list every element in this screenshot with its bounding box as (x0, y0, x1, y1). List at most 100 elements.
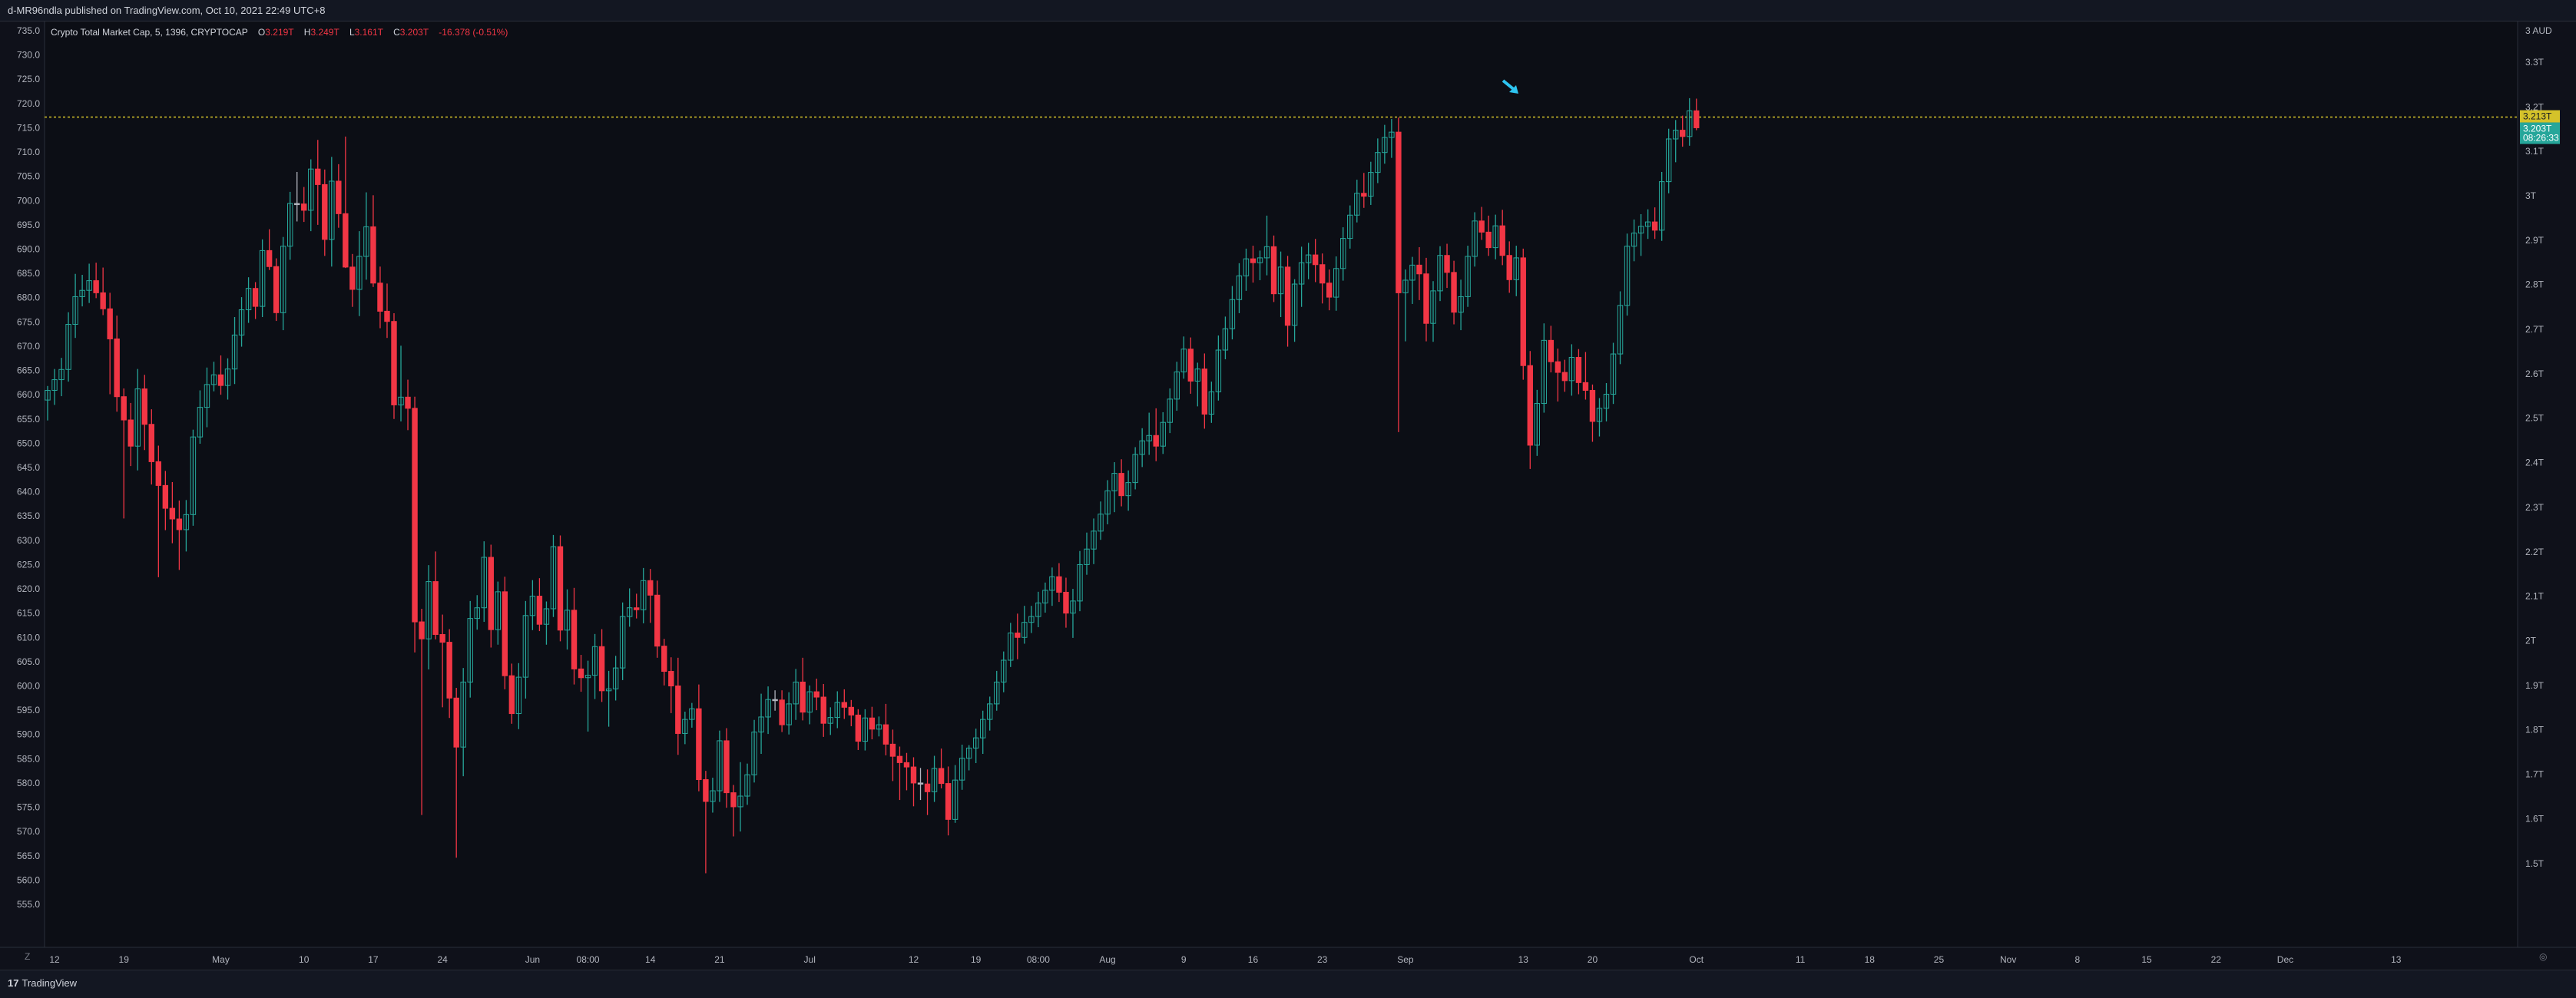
candle-body[interactable] (169, 507, 176, 520)
candle-body[interactable] (349, 266, 356, 290)
candle-body[interactable] (86, 280, 92, 291)
candle-body[interactable] (1021, 622, 1028, 638)
candle-body[interactable] (1603, 394, 1610, 409)
candle-body[interactable] (744, 774, 750, 797)
candle-body[interactable] (1575, 356, 1582, 383)
candle-body[interactable] (661, 646, 667, 672)
candle-body[interactable] (917, 782, 924, 785)
candle-body[interactable] (578, 668, 584, 679)
candle-body[interactable] (820, 696, 826, 724)
candle-body[interactable] (737, 795, 743, 808)
candle-body[interactable] (1624, 246, 1631, 306)
candle-body[interactable] (425, 581, 432, 639)
candle-body[interactable] (1631, 233, 1637, 247)
candle-body[interactable] (1680, 130, 1686, 137)
candle-body[interactable] (1063, 591, 1069, 614)
candle-body[interactable] (1673, 130, 1679, 140)
candle-body[interactable] (412, 408, 418, 623)
candle-body[interactable] (1492, 225, 1498, 249)
candle-body[interactable] (710, 790, 716, 802)
candle-body[interactable] (924, 783, 931, 792)
candle-body[interactable] (634, 607, 640, 610)
candle-body[interactable] (550, 546, 557, 610)
candle-body[interactable] (405, 396, 411, 409)
candle-body[interactable] (1236, 275, 1243, 300)
candle-body[interactable] (1008, 633, 1014, 661)
candle-body[interactable] (723, 740, 730, 794)
candle-body[interactable] (994, 681, 1000, 705)
candle-body[interactable] (1319, 264, 1326, 284)
candle-body[interactable] (1049, 576, 1055, 591)
candle-body[interactable] (488, 557, 494, 630)
candle-body[interactable] (65, 323, 71, 370)
candle-body[interactable] (765, 699, 771, 718)
candle-body[interactable] (1409, 264, 1415, 281)
candle-body[interactable] (1070, 600, 1076, 614)
candle-body[interactable] (612, 667, 619, 689)
candle-body[interactable] (987, 703, 993, 720)
candle-body[interactable] (1305, 254, 1312, 263)
candle-body[interactable] (564, 610, 571, 631)
candle-body[interactable] (1277, 266, 1284, 295)
candle-body[interactable] (419, 621, 425, 639)
candle-body[interactable] (273, 266, 280, 313)
candle-body[interactable] (1194, 368, 1201, 382)
candle-body[interactable] (1444, 255, 1450, 273)
candle-body[interactable] (1091, 530, 1097, 550)
candle-body[interactable] (1118, 473, 1124, 497)
candle-body[interactable] (1160, 421, 1166, 447)
candle-body[interactable] (938, 768, 945, 785)
candle-body[interactable] (93, 280, 99, 293)
candle-body[interactable] (1506, 255, 1512, 280)
candle-body[interactable] (772, 699, 778, 702)
candle-body[interactable] (1423, 273, 1429, 324)
candle-body[interactable] (1340, 238, 1346, 269)
candlestick-chart[interactable]: 735.0 730.0 725.0 720.0 715.0 710.0 705.0 700.0… (0, 21, 2576, 969)
candle-body[interactable] (730, 792, 737, 808)
candle-body[interactable] (1534, 403, 1540, 446)
candle-body[interactable] (1111, 473, 1117, 491)
candle-body[interactable] (1513, 257, 1519, 280)
candle-body[interactable] (1347, 214, 1353, 240)
candle-body[interactable] (668, 671, 674, 686)
candle-body[interactable] (1291, 283, 1298, 326)
candle-body[interactable] (827, 717, 833, 724)
candle-body[interactable] (1257, 257, 1263, 263)
candle-body[interactable] (176, 518, 183, 530)
candle-body[interactable] (155, 461, 162, 486)
candle-body[interactable] (965, 747, 972, 759)
candle-body[interactable] (1694, 110, 1700, 128)
candle-body[interactable] (432, 581, 439, 635)
candle-body[interactable] (1146, 435, 1152, 441)
candle-body[interactable] (1582, 382, 1589, 391)
candle-body[interactable] (114, 338, 120, 398)
candle-body[interactable] (1665, 138, 1672, 183)
candle-body[interactable] (384, 310, 390, 322)
candle-body[interactable] (1215, 349, 1222, 392)
candle-body[interactable] (813, 691, 819, 698)
candle-body[interactable] (453, 697, 459, 748)
candle-body[interactable] (508, 675, 515, 715)
candle-body[interactable] (675, 686, 681, 734)
candle-body[interactable] (45, 389, 51, 401)
candle-body[interactable] (1263, 246, 1270, 259)
candle-body[interactable] (224, 368, 231, 386)
candle-body[interactable] (1201, 368, 1208, 415)
candle-body[interactable] (584, 675, 591, 679)
candle-body[interactable] (391, 321, 397, 405)
candle-body[interactable] (848, 706, 855, 715)
candle-body[interactable] (1382, 137, 1388, 154)
candle-body[interactable] (162, 484, 169, 509)
candle-body[interactable] (190, 436, 197, 515)
candle-body[interactable] (79, 289, 85, 297)
settings-icon[interactable]: ◎ (2539, 951, 2548, 962)
candle-body[interactable] (903, 762, 910, 768)
candle-body[interactable] (439, 633, 445, 643)
candle-body[interactable] (502, 591, 508, 676)
candle-body[interactable] (896, 755, 903, 763)
candle-body[interactable] (467, 618, 473, 682)
candle-body[interactable] (1465, 256, 1471, 297)
candle-body[interactable] (460, 681, 466, 748)
candle-body[interactable] (910, 766, 917, 784)
candle-body[interactable] (58, 368, 65, 381)
